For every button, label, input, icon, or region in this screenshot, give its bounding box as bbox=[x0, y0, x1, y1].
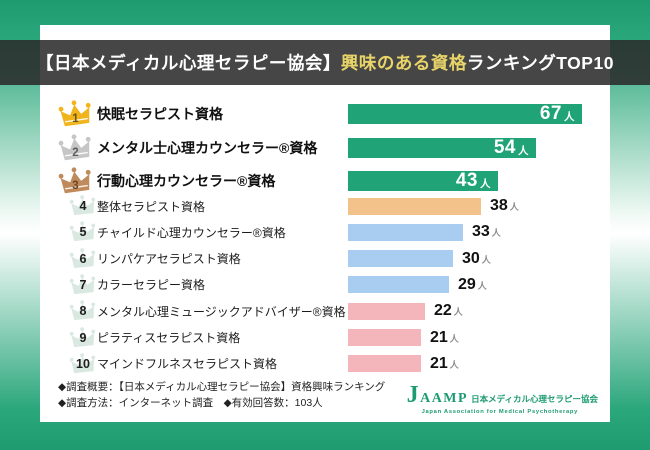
ranking-row-8: 8 メンタル心理ミュージックアドバイザー®資格 22 人 bbox=[40, 298, 610, 324]
qualification-label: 行動心理カウンセラー®資格 bbox=[97, 173, 276, 189]
qualification-label: 整体セラピスト資格 bbox=[97, 199, 206, 214]
value-bar bbox=[348, 197, 481, 215]
title-prefix: 【日本メディカル心理セラピー協会】 bbox=[36, 53, 341, 73]
rank-number: 3 bbox=[72, 180, 79, 192]
value-label: 30 人 bbox=[462, 249, 491, 267]
rank-number: 10 bbox=[76, 356, 90, 371]
ranking-row-7: 7 カラーセラピー資格 29 人 bbox=[40, 272, 610, 298]
value-bar: 67 人 bbox=[348, 103, 582, 124]
ranking-row-10: 10 マインドフルネスセラピスト資格 21 人 bbox=[40, 351, 610, 377]
value-label: 67 人 bbox=[539, 103, 575, 124]
qualification-label: メンタル士心理カウンセラー®資格 bbox=[97, 139, 318, 156]
value-label: 54 人 bbox=[493, 136, 529, 158]
rank-1-gold-crown-icon: 1 bbox=[58, 100, 92, 127]
value-bar bbox=[348, 276, 449, 294]
value-bar: 54 人 bbox=[348, 136, 536, 158]
value-label: 21 人 bbox=[430, 354, 459, 372]
survey-note-line2: ◆調査方法：インターネット調査 ◆有効回答数：103人 bbox=[58, 397, 323, 409]
rank-number: 7 bbox=[79, 277, 87, 292]
rank-8-crown-icon: 8 bbox=[69, 300, 96, 321]
ranking-row-5: 5 チャイルド心理カウンセラー®資格 33 人 bbox=[40, 219, 610, 245]
content-card: 1 快眠セラピスト資格 67 人 2 メンタル士心理カウンセラー®資格 54 人 3 行動心理カウ… bbox=[40, 25, 610, 422]
qualification-label: ピラティスセラピスト資格 bbox=[97, 331, 241, 345]
qualification-label: マインドフルネスセラピスト資格 bbox=[97, 357, 278, 372]
rank-6-crown-icon: 6 bbox=[69, 247, 96, 269]
ranking-row-9: 9 ピラティスセラピスト資格 21 人 bbox=[40, 325, 610, 351]
rank-number: 6 bbox=[79, 251, 87, 266]
jaamp-logo: JAAMP 日本メディカル心理セラピー協会 Japan Association fo… bbox=[407, 382, 598, 415]
qualification-label: 快眠セラピスト資格 bbox=[97, 106, 223, 122]
survey-notes: ◆調査概要：【日本メディカル心理セラピー協会】資格興味ランキング ◆調査方法：イン… bbox=[58, 379, 385, 411]
ranking-row-2: 2 メンタル士心理カウンセラー®資格 54 人 bbox=[40, 131, 610, 165]
rank-number: 9 bbox=[79, 330, 87, 345]
value-label: 43 人 bbox=[455, 170, 491, 191]
survey-note-line1: ◆調査概要：【日本メディカル心理セラピー協会】資格興味ランキング bbox=[58, 381, 386, 393]
page-title: 【日本メディカル心理セラピー協会】興味のある資格ランキングTOP10 bbox=[36, 50, 614, 75]
value-label: 29 人 bbox=[458, 275, 487, 293]
value-label: 22 人 bbox=[434, 302, 463, 320]
ranking-row-4: 4 整体セラピスト資格 38 人 bbox=[40, 193, 610, 219]
rank-number: 5 bbox=[79, 225, 87, 240]
value-label: 21 人 bbox=[430, 328, 459, 346]
rank-4-crown-icon: 4 bbox=[69, 195, 96, 216]
title-highlight: 興味のある資格 bbox=[340, 53, 467, 73]
value-label: 33 人 bbox=[472, 223, 501, 241]
value-label: 38 人 bbox=[490, 197, 519, 214]
rank-number: 8 bbox=[79, 304, 87, 319]
logo-jaamp-text: JAAMP bbox=[406, 382, 469, 408]
rank-3-bronze-crown-icon: 3 bbox=[58, 167, 92, 194]
rank-2-silver-crown-icon: 2 bbox=[58, 133, 92, 161]
rank-5-crown-icon: 5 bbox=[69, 221, 96, 242]
rank-number: 2 bbox=[72, 146, 79, 159]
title-banner: 【日本メディカル心理セラピー協会】興味のある資格ランキングTOP10 bbox=[0, 40, 650, 85]
rank-number: 4 bbox=[79, 199, 87, 213]
value-bar: 43 人 bbox=[348, 170, 498, 191]
ranking-row-6: 6 リンパケアセラピスト資格 30 人 bbox=[40, 246, 610, 272]
ranking-row-1: 1 快眠セラピスト資格 67 人 bbox=[40, 97, 610, 131]
value-bar bbox=[348, 250, 453, 268]
qualification-label: カラーセラピー資格 bbox=[97, 278, 206, 293]
value-bar bbox=[348, 302, 425, 320]
rank-10-crown-icon: 10 bbox=[69, 353, 96, 374]
qualification-label: メンタル心理ミュージックアドバイザー®資格 bbox=[97, 304, 346, 319]
value-bar bbox=[348, 329, 421, 346]
title-suffix: ランキングTOP10 bbox=[466, 53, 614, 73]
value-bar bbox=[348, 223, 463, 241]
qualification-label: チャイルド心理カウンセラー®資格 bbox=[97, 225, 286, 240]
rank-7-crown-icon: 7 bbox=[69, 274, 96, 295]
rank-number: 1 bbox=[72, 113, 79, 125]
ranking-row-3: 3 行動心理カウンセラー®資格 43 人 bbox=[40, 164, 610, 198]
qualification-label: リンパケアセラピスト資格 bbox=[97, 252, 241, 267]
rank-9-crown-icon: 9 bbox=[69, 326, 96, 348]
value-bar bbox=[348, 355, 421, 373]
logo-japanese-name: 日本メディカル心理セラピー協会 bbox=[471, 394, 598, 404]
logo-english-name: Japan Association for Medical Psychother… bbox=[421, 409, 579, 415]
